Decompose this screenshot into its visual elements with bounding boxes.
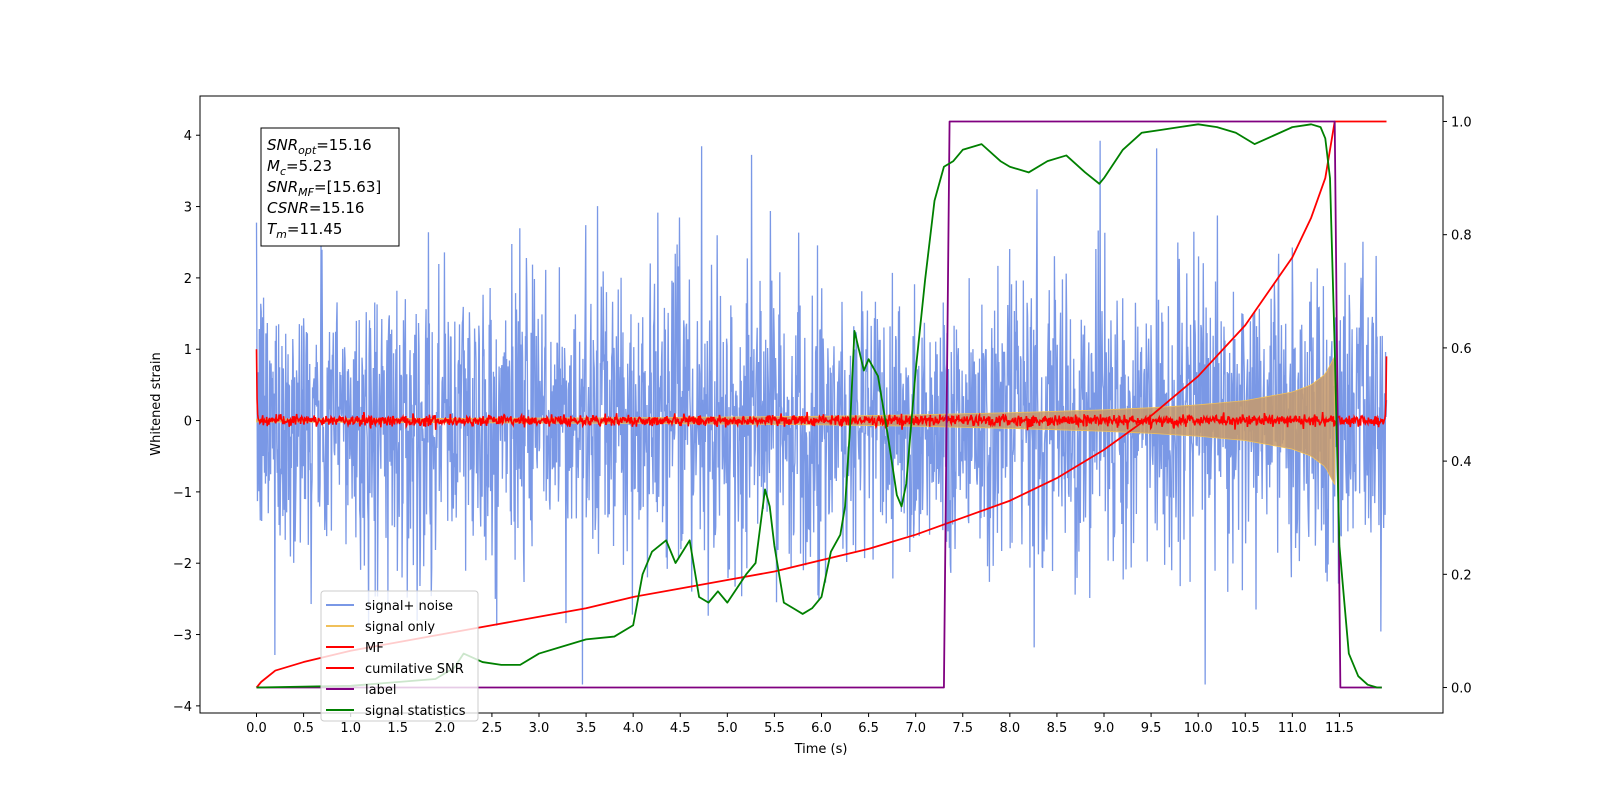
y-tick-label-right: 0.6 [1451, 342, 1472, 357]
y-tick-label-left: −3 [173, 629, 192, 644]
x-tick-label: 0.0 [246, 721, 267, 736]
x-tick-label: 8.5 [1047, 721, 1068, 736]
y-tick-label-left: 1 [184, 343, 192, 358]
x-tick-label: 10.5 [1231, 721, 1260, 736]
x-tick-label: 7.0 [905, 721, 926, 736]
legend-frame [320, 590, 479, 722]
x-tick-label: 2.0 [434, 721, 455, 736]
x-tick-label: 11.0 [1278, 721, 1307, 736]
series-line-signal-plus-noise [255, 140, 1388, 685]
y-tick-label-left: −4 [173, 700, 192, 715]
legend-label: signal only [365, 620, 435, 635]
x-tick-label: 9.5 [1141, 721, 1162, 736]
x-tick-label: 1.0 [340, 721, 361, 736]
x-tick-label: 5.5 [764, 721, 785, 736]
y-tick-label-right: 0.2 [1451, 568, 1472, 583]
annotation-line: Tm=11.45 [267, 220, 342, 241]
annotation-line: CSNR=15.16 [267, 199, 364, 217]
y-tick-label-left: 4 [184, 129, 192, 144]
x-tick-label: 4.0 [623, 721, 644, 736]
x-tick-label: 5.0 [717, 721, 738, 736]
annotation-line: SNRopt=15.16 [267, 136, 372, 157]
x-tick-label: 1.5 [387, 721, 408, 736]
x-tick-label: 3.0 [529, 721, 550, 736]
series-line-signal-statistics [256, 123, 1382, 689]
x-tick-label: 10.0 [1184, 721, 1213, 736]
x-tick-label: 6.5 [858, 721, 879, 736]
series-line-label [256, 120, 1382, 689]
legend-label: signal+ noise [365, 599, 453, 614]
annotation-frame [260, 127, 400, 247]
y-tick-label-left: 0 [184, 415, 192, 430]
series-line-mf [255, 349, 1388, 431]
legend-label: MF [365, 641, 384, 656]
x-tick-label: 6.0 [811, 721, 832, 736]
x-tick-label: 4.5 [670, 721, 691, 736]
x-tick-label: 11.5 [1325, 721, 1354, 736]
legend-label: signal statistics [365, 704, 466, 719]
y-axis-label-left: Whitened strain [149, 352, 164, 455]
y-tick-label-right: 0.0 [1451, 682, 1472, 697]
x-axis: 0.0 0.5 1.0 1.5 2.0 2.5 3.0 3.5 4.0 4.5 5.0 5.5 6.0 6… [246, 713, 1354, 736]
annotation-line: SNRMF=[15.63] [267, 178, 381, 199]
legend: signal+ noise signal only MF cumilative SNR… [320, 590, 479, 722]
annotation-box: SNRopt=15.16Mc=5.23SNRMF=[15.63]CSNR=15.… [260, 127, 400, 247]
y-axis-right: 0.0 0.2 0.4 0.6 0.8 1.0 [1443, 115, 1472, 697]
x-tick-label: 0.5 [293, 721, 314, 736]
y-tick-label-left: −2 [173, 557, 192, 572]
x-tick-label: 2.5 [482, 721, 503, 736]
y-tick-label-left: 3 [184, 201, 192, 216]
y-tick-label-left: −1 [173, 486, 192, 501]
y-tick-label-right: 0.4 [1451, 455, 1472, 470]
y-axis-left: −4 −3 −2 −1 0 1 2 3 4 [173, 129, 200, 715]
annotation-line: Mc=5.23 [267, 157, 332, 178]
x-tick-label: 9.0 [1094, 721, 1115, 736]
x-axis-label: Time (s) [794, 742, 848, 757]
x-tick-label: 3.5 [576, 721, 597, 736]
y-tick-label-right: 0.8 [1451, 229, 1472, 244]
x-tick-label: 8.0 [999, 721, 1020, 736]
x-tick-label: 7.5 [952, 721, 973, 736]
y-tick-label-right: 1.0 [1451, 115, 1472, 130]
legend-label: label [365, 683, 396, 698]
legend-label: cumilative SNR [365, 662, 464, 677]
y-tick-label-left: 2 [184, 272, 192, 287]
